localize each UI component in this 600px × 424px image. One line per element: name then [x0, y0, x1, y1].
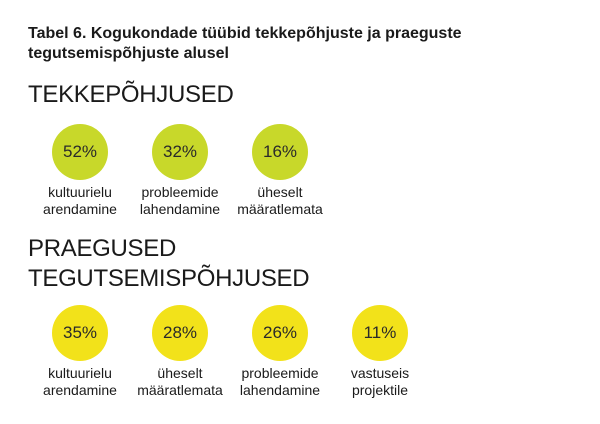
section-heading-current-reasons: PRAEGUSED TEGUTSEMISPÕHJUSED	[28, 234, 588, 294]
percentage-bubble: 28%	[152, 305, 208, 361]
percentage-bubble: 52%	[52, 124, 108, 180]
section-heading-current-text: PRAEGUSED TEGUTSEMISPÕHJUSED	[28, 235, 310, 292]
percentage-bubble: 16%	[252, 124, 308, 180]
bubble-label: probleemide lahendamine	[239, 365, 321, 398]
bubble-item: 16% üheselt määratlemata	[228, 124, 332, 218]
bubble-item: 32% probleemide lahendamine	[128, 124, 232, 218]
bubble-item: 28% üheselt määratlemata	[128, 305, 232, 399]
bubble-label: üheselt määratlemata	[237, 184, 323, 217]
percentage-bubble: 35%	[52, 305, 108, 361]
bubble-item: 11% vastuseis projektile	[328, 305, 432, 399]
bubble-item: 35% kultuurielu arendamine	[28, 305, 132, 399]
section-heading-origin-reasons: TEKKEPÕHJUSED	[28, 80, 588, 110]
bubble-label: kultuurielu arendamine	[43, 184, 117, 217]
chart-title: Tabel 6. Kogukondade tüübid tekkepõhjust…	[28, 25, 462, 62]
percentage-bubble: 26%	[252, 305, 308, 361]
section-heading-origin-text: TEKKEPÕHJUSED	[28, 81, 234, 108]
bubble-item: 52% kultuurielu arendamine	[28, 124, 132, 218]
percentage-bubble: 11%	[352, 305, 408, 361]
bubble-label: kultuurielu arendamine	[43, 365, 117, 398]
bubble-label: üheselt määratlemata	[137, 365, 223, 398]
percentage-bubble: 32%	[152, 124, 208, 180]
bubble-label: vastuseis projektile	[350, 365, 410, 398]
bubble-item: 26% probleemide lahendamine	[228, 305, 332, 399]
bubble-label: probleemide lahendamine	[139, 184, 221, 217]
